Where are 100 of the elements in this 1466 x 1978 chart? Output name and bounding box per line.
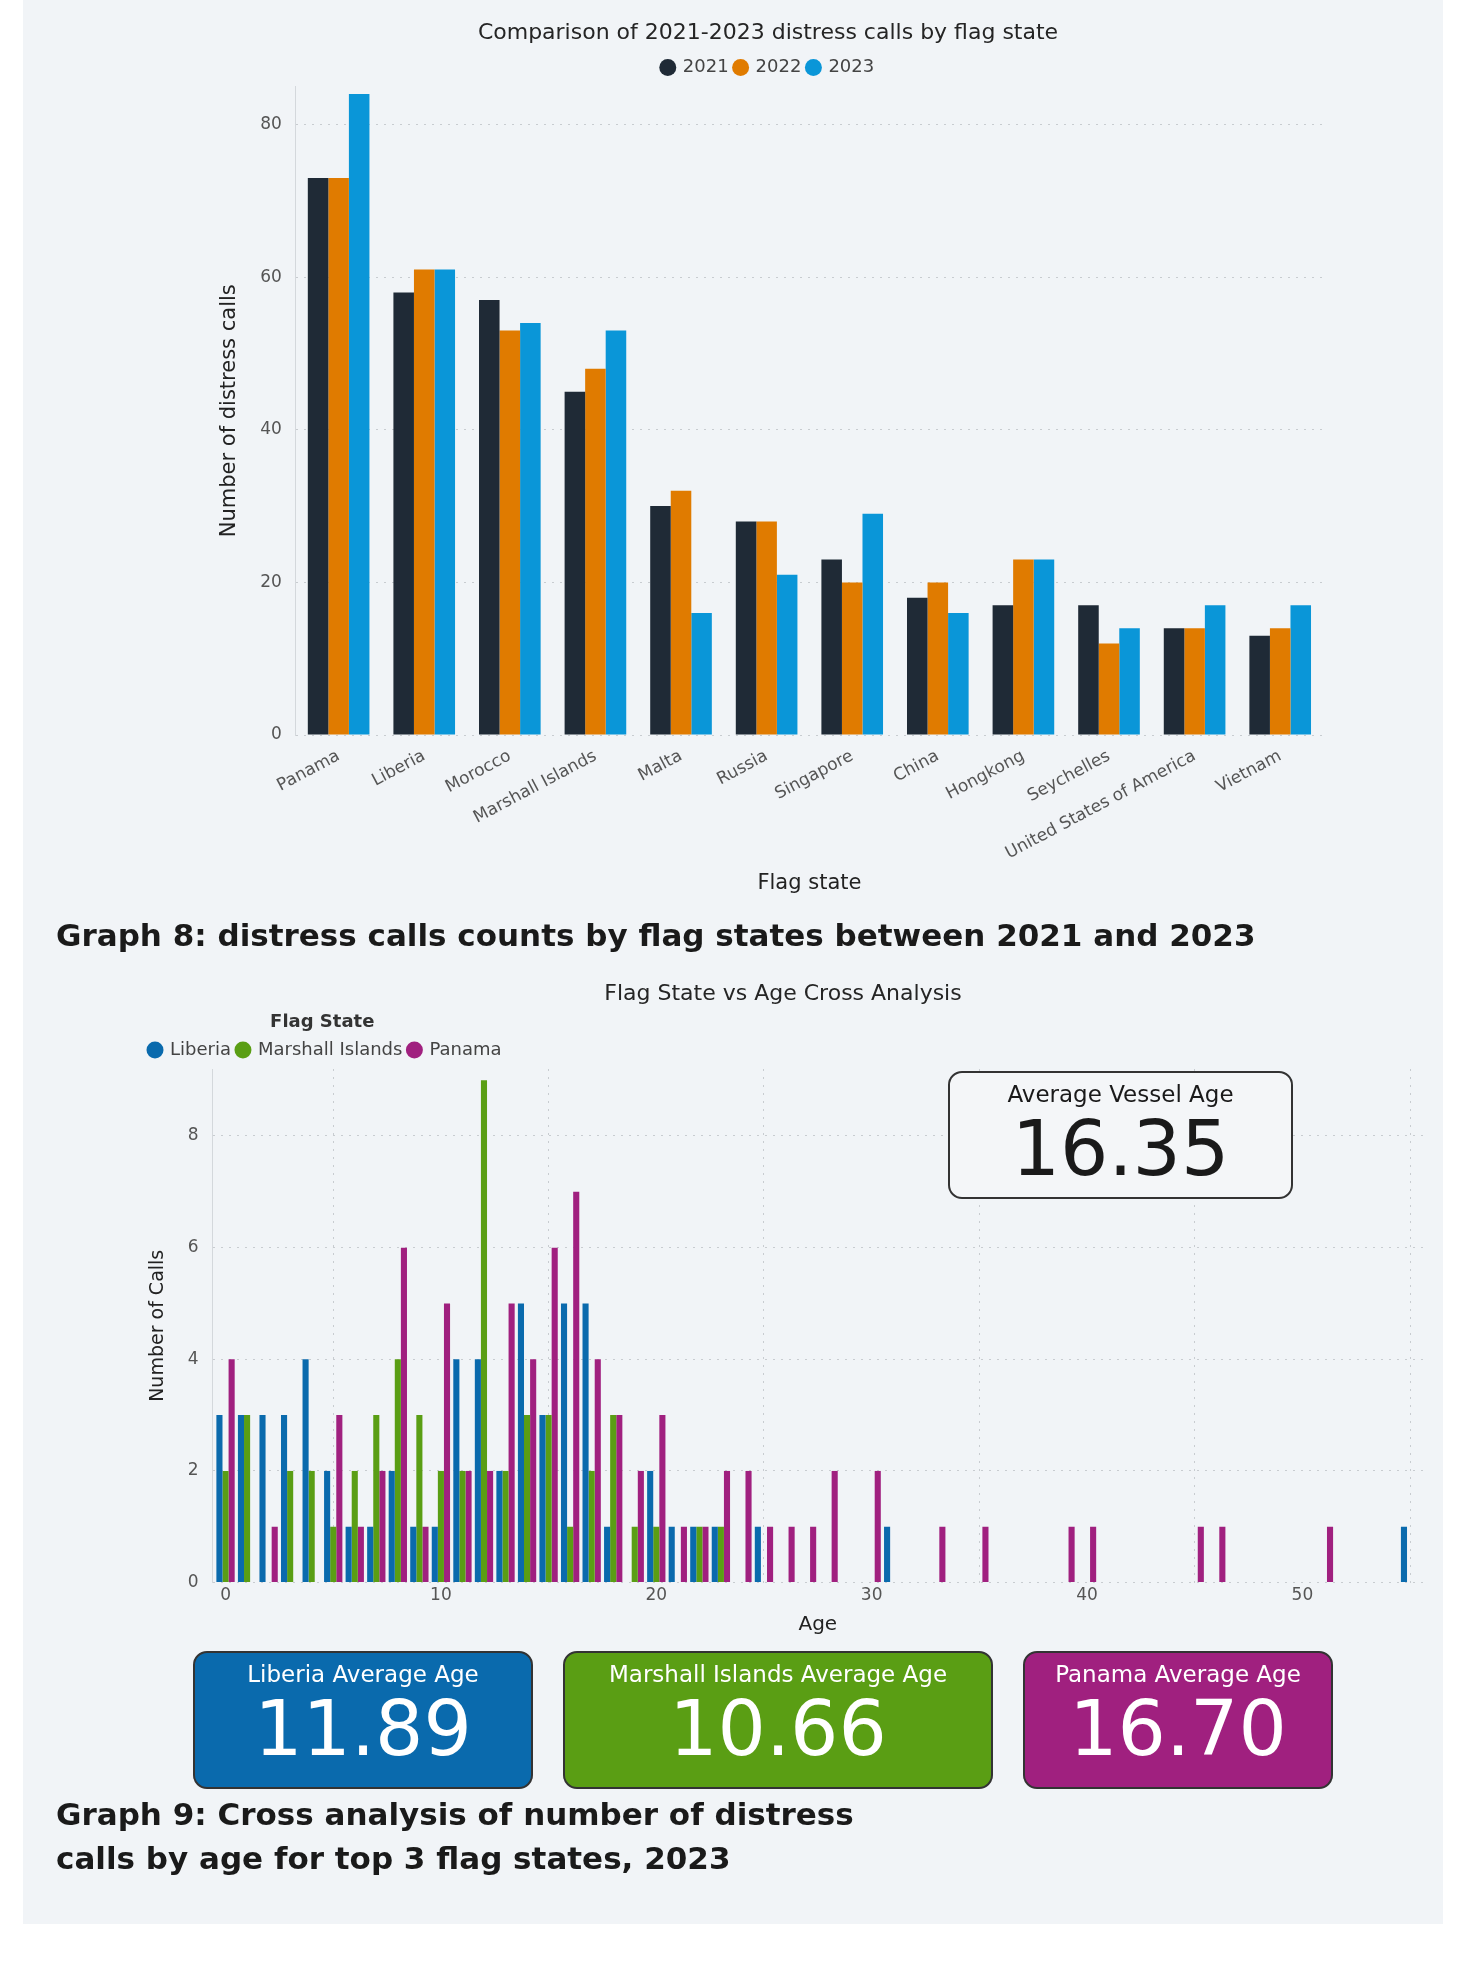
bar — [582, 1303, 589, 1583]
bar — [410, 1527, 417, 1583]
bar — [1163, 628, 1185, 735]
bar — [754, 1527, 761, 1583]
bar — [394, 1359, 401, 1583]
bar — [434, 269, 456, 735]
bar — [487, 1471, 494, 1583]
bar — [281, 1415, 288, 1583]
bar — [821, 559, 842, 735]
y-tick-label: 20 — [260, 570, 282, 591]
legend-label: 2023 — [828, 55, 875, 77]
bar — [328, 177, 349, 735]
bar — [711, 1527, 718, 1583]
x-tick-label: 20 — [645, 1584, 668, 1605]
bar — [345, 1527, 352, 1583]
legend-title: Flag State — [270, 1010, 375, 1032]
bar — [560, 1303, 568, 1583]
bar — [351, 1471, 358, 1583]
x-tick-label: China — [889, 744, 942, 786]
y-tick-label: 4 — [187, 1348, 199, 1369]
bar — [480, 1080, 488, 1583]
bar — [696, 1527, 703, 1583]
bar — [530, 1359, 537, 1583]
bar — [616, 1415, 623, 1583]
bar — [1068, 1527, 1075, 1583]
bar — [1090, 1527, 1097, 1583]
bar — [862, 513, 884, 735]
bar — [228, 1359, 235, 1583]
text: Marshall Islands Average Age — [607, 1661, 949, 1688]
text: Panama Average Age — [1054, 1661, 1302, 1688]
bar — [756, 521, 777, 735]
x-tick-label: 10 — [430, 1584, 452, 1605]
bar — [1013, 559, 1034, 735]
bar — [588, 1471, 595, 1583]
bar — [1400, 1527, 1408, 1583]
bar — [551, 1248, 558, 1583]
y-axis-title: Number of Calls — [145, 1250, 168, 1403]
bar — [831, 1471, 838, 1583]
bar — [1269, 628, 1291, 735]
bar — [259, 1415, 266, 1583]
bar — [287, 1471, 294, 1583]
bar — [647, 1471, 654, 1583]
bar — [348, 94, 370, 735]
bar — [788, 1527, 795, 1583]
y-axis-title: Number of distress calls — [216, 284, 241, 538]
legend-label: Liberia — [170, 1038, 231, 1060]
bar — [422, 1527, 429, 1583]
bar — [670, 490, 692, 735]
bar — [650, 506, 671, 735]
bar — [539, 1415, 546, 1583]
bar — [1098, 643, 1120, 735]
bar — [524, 1415, 531, 1583]
y-tick-label: 0 — [271, 723, 282, 744]
bar — [841, 582, 863, 735]
bar — [585, 368, 606, 735]
bar — [653, 1527, 660, 1583]
bar — [443, 1303, 451, 1583]
bar — [691, 612, 712, 735]
bar — [567, 1527, 574, 1583]
bar — [723, 1471, 731, 1583]
bar — [367, 1527, 374, 1583]
x-axis-title: Flag state — [757, 869, 862, 894]
bar — [431, 1527, 438, 1583]
bar — [564, 391, 586, 735]
bar — [308, 1471, 315, 1583]
bar — [379, 1471, 386, 1583]
bar — [302, 1359, 309, 1583]
x-axis-title: Age — [798, 1611, 838, 1636]
caption: Graph 8: distress calls counts by flag states between 2021 and 2023 — [56, 916, 1257, 955]
bar — [508, 1303, 515, 1583]
bar — [690, 1527, 697, 1583]
bar — [388, 1471, 395, 1583]
bar — [776, 574, 798, 735]
bar — [271, 1527, 278, 1583]
bar — [413, 269, 435, 735]
y-tick-label: 6 — [187, 1236, 199, 1257]
bar — [604, 1527, 611, 1583]
bar — [474, 1359, 481, 1583]
y-tick-label: 60 — [260, 265, 282, 286]
legend-label: 2021 — [682, 55, 729, 77]
bar — [222, 1471, 229, 1583]
bar — [465, 1471, 472, 1583]
bar — [717, 1527, 724, 1583]
bar — [1290, 605, 1312, 735]
bar — [496, 1471, 503, 1583]
x-tick-label: 40 — [1076, 1584, 1098, 1605]
bar — [499, 330, 521, 735]
bar — [927, 582, 949, 735]
bar — [437, 1471, 444, 1583]
bar — [336, 1415, 343, 1583]
chart-title: Flag State vs Age Cross Analysis — [604, 980, 962, 1006]
bar — [631, 1527, 638, 1583]
bar — [459, 1471, 466, 1583]
bar — [1184, 628, 1205, 735]
bar — [637, 1471, 644, 1583]
bar — [939, 1527, 946, 1583]
bar — [216, 1415, 223, 1583]
bar — [745, 1471, 752, 1583]
caption: Graph 9: Cross analysis of number of distress calls by age for top 3 flag states, 2023 — [56, 1795, 855, 1878]
bar — [453, 1359, 460, 1583]
